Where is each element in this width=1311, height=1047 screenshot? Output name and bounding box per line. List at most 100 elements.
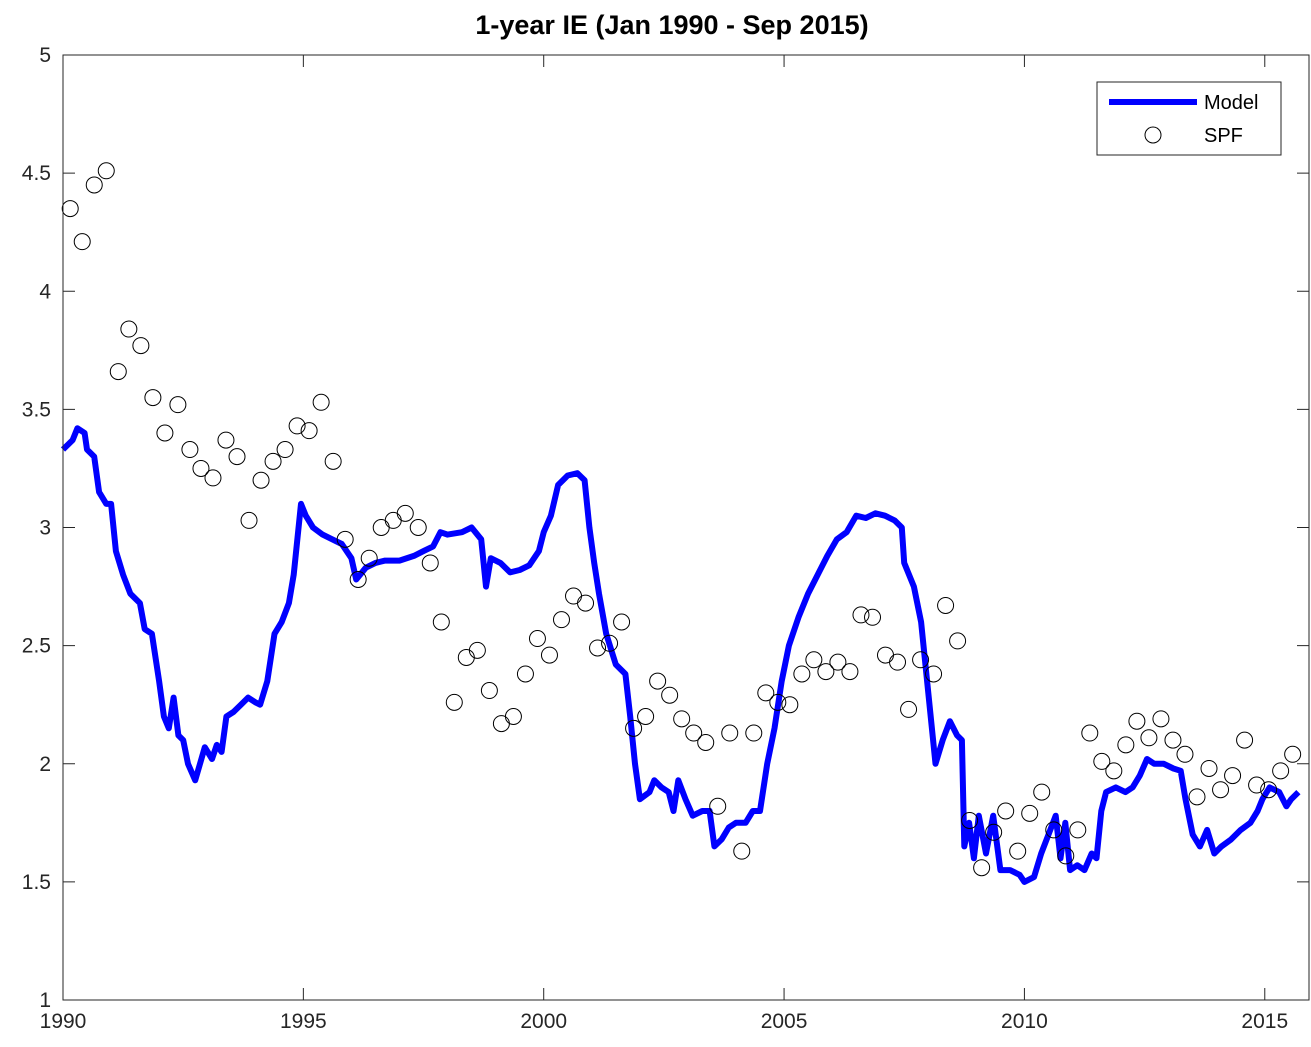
spf-point <box>228 448 246 466</box>
spf-point <box>97 162 115 180</box>
spf-point <box>204 469 222 487</box>
spf-point <box>181 441 199 459</box>
spf-point <box>937 596 955 614</box>
spf-point <box>409 519 427 536</box>
spf-point <box>613 613 631 631</box>
spf-point <box>757 684 775 702</box>
spf-point <box>1284 745 1302 763</box>
spf-point <box>156 424 174 442</box>
legend-label: Model <box>1204 92 1258 114</box>
spf-point <box>252 471 270 489</box>
spf-point <box>192 459 210 477</box>
spf-point <box>709 797 727 815</box>
spf-point <box>312 393 330 411</box>
spf-point <box>1069 821 1087 839</box>
spf-point <box>1009 842 1027 860</box>
spf-point <box>805 651 823 669</box>
x-tick-label: 2005 <box>761 1010 808 1033</box>
legend-marker <box>1144 126 1162 144</box>
spf-point <box>336 530 354 548</box>
spf-point <box>949 632 967 650</box>
spf-point <box>492 715 510 733</box>
spf-point <box>1045 821 1063 839</box>
y-tick-label: 2.5 <box>22 635 51 658</box>
spf-point <box>1033 783 1051 801</box>
spf-point <box>1176 745 1194 763</box>
x-tick-label: 2010 <box>1001 1010 1048 1033</box>
spf-point <box>421 554 439 572</box>
spf-point <box>324 452 342 470</box>
spf-point <box>1081 724 1099 742</box>
spf-point <box>1224 767 1242 785</box>
spf-point <box>396 504 414 522</box>
spf-point <box>169 396 187 414</box>
spf-point <box>661 686 679 704</box>
spf-point <box>540 646 558 664</box>
spf-point <box>793 665 811 683</box>
spf-point <box>240 511 258 529</box>
y-tick-label: 1.5 <box>22 871 51 894</box>
spf-point <box>109 363 127 381</box>
y-tick-label: 1 <box>39 989 51 1012</box>
spf-point <box>829 653 847 671</box>
y-tick-label: 3.5 <box>22 398 51 421</box>
spf-point <box>516 665 534 683</box>
spf-point <box>372 519 390 536</box>
spf-point <box>144 389 162 407</box>
y-tick-label: 3 <box>39 517 51 540</box>
spf-point <box>565 587 583 605</box>
y-tick-label: 4.5 <box>22 162 51 185</box>
spf-point <box>1212 781 1230 799</box>
y-tick-label: 5 <box>39 44 51 67</box>
spf-point <box>120 320 138 338</box>
spf-point <box>480 682 498 700</box>
spf-point <box>457 648 475 666</box>
spf-point <box>961 811 979 829</box>
spf-point <box>637 708 655 725</box>
legend-box <box>1096 81 1282 156</box>
spf-point <box>912 651 930 669</box>
spf-point <box>1200 759 1218 777</box>
spf-point <box>769 693 787 711</box>
spf-point <box>1188 788 1206 806</box>
spf-point <box>504 708 522 725</box>
spf-point <box>625 719 643 737</box>
spf-point <box>673 710 691 728</box>
y-tick-label: 4 <box>39 280 51 303</box>
spf-point <box>781 696 799 714</box>
spf-point <box>552 611 570 629</box>
spf-point <box>1021 804 1039 822</box>
x-tick-label: 2015 <box>1241 1010 1288 1033</box>
spf-point <box>61 200 79 218</box>
spf-point <box>721 724 739 742</box>
spf-point <box>589 639 607 657</box>
spf-point <box>288 417 306 435</box>
x-tick-label: 1990 <box>40 1010 87 1033</box>
spf-point <box>841 663 859 681</box>
spf-point <box>1272 762 1290 780</box>
y-tick-label: 2 <box>39 753 51 776</box>
spf-point <box>817 663 835 681</box>
spf-point <box>973 859 991 877</box>
spf-point <box>1260 781 1278 799</box>
spf-point <box>445 693 463 711</box>
spf-point <box>132 337 150 355</box>
spf-point <box>649 672 667 690</box>
legend-label: SPF <box>1204 125 1243 147</box>
spf-point <box>264 452 282 470</box>
spf-point <box>300 422 318 440</box>
spf-point <box>432 613 450 631</box>
spf-point <box>1057 847 1075 865</box>
spf-point <box>349 570 367 588</box>
spf-point <box>864 608 882 626</box>
spf-point <box>1248 776 1266 794</box>
spf-point <box>1105 762 1123 780</box>
chart-title: 1-year IE (Jan 1990 - Sep 2015) <box>475 10 868 40</box>
spf-point <box>85 176 103 194</box>
spf-point <box>900 700 918 718</box>
spf-point <box>360 549 378 567</box>
x-tick-label: 2000 <box>520 1010 567 1033</box>
spf-point <box>1128 712 1146 730</box>
